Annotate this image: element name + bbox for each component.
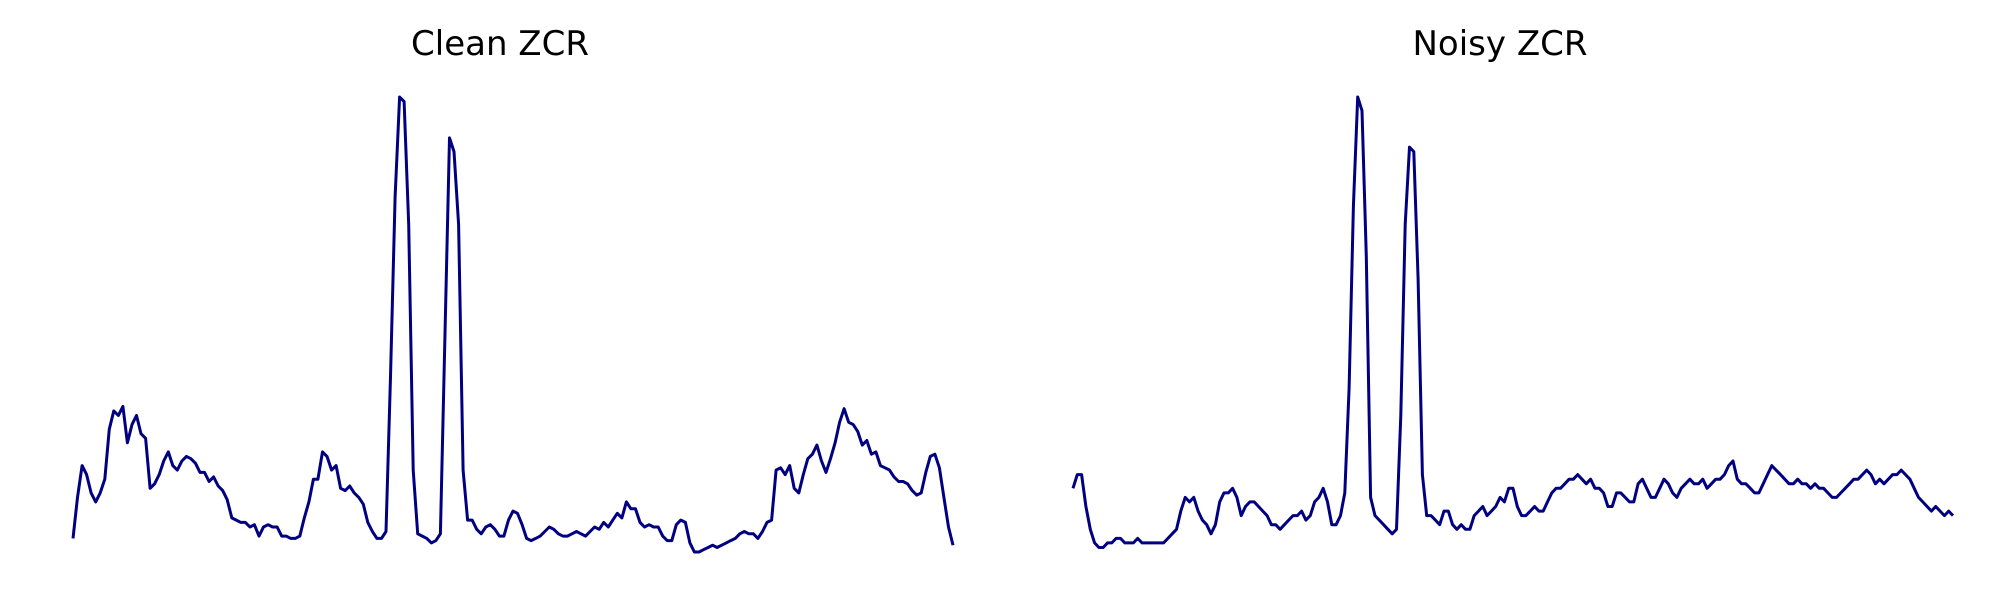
clean-zcr-panel: Clean ZCR xyxy=(71,24,955,554)
noisy-zcr-panel: Noisy ZCR xyxy=(1000,0,2000,600)
clean-zcr-plot xyxy=(71,95,955,554)
noisy-zcr-line xyxy=(1071,95,1955,549)
clean-zcr-line xyxy=(71,95,955,554)
clean-zcr-title: Clean ZCR xyxy=(411,24,589,64)
noisy-zcr-plot xyxy=(1071,95,1955,549)
noisy-zcr-title: Noisy ZCR xyxy=(1412,24,1588,64)
